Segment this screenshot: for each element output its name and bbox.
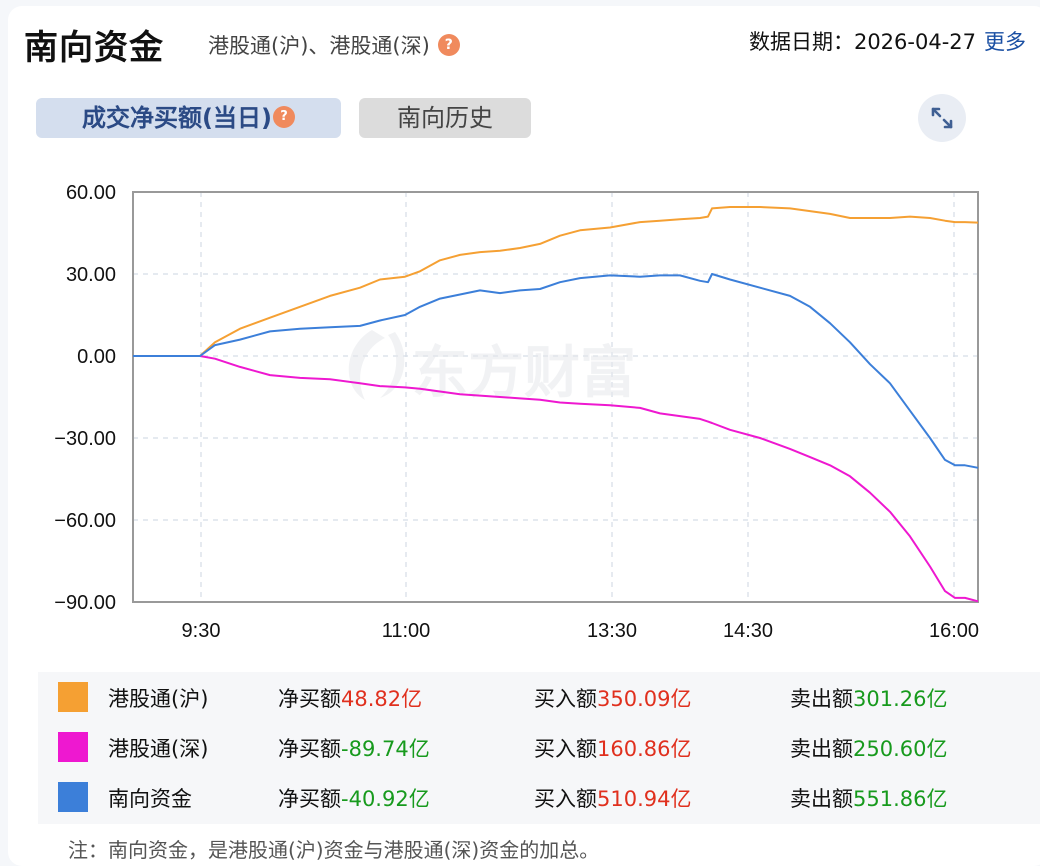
header: 南向资金 港股通(沪)、港股通(深)? 数据日期：2026-04-27 更多 — [0, 0, 1040, 80]
series-line — [133, 355, 979, 603]
y-tick-label: −60.00 — [54, 510, 116, 532]
y-tick-label: 0.00 — [77, 346, 116, 368]
net-buy: 净买额-89.74亿 — [278, 737, 430, 761]
series-line — [133, 273, 979, 469]
tab-net-buy-today[interactable]: 成交净买额(当日)? — [36, 98, 341, 138]
buy-amount: 买入额510.94亿 — [534, 787, 692, 811]
series-line — [133, 206, 979, 357]
net-buy-line-chart: 东方财富 60.00 30.00 0.00 −30.00 −60.00 −90.00 9:… — [54, 182, 980, 642]
data-date: 数据日期：2026-04-27 更多 — [749, 26, 1026, 56]
swatch-sh — [58, 682, 88, 712]
net-buy: 净买额-40.92亿 — [278, 787, 430, 811]
y-tick-label: 60.00 — [66, 182, 116, 204]
legend-row-sz: 港股通(深) 净买额-89.74亿 买入额160.86亿 卖出额250.60亿 — [38, 722, 1040, 772]
x-tick-label: 16:00 — [929, 620, 979, 642]
subtitle: 港股通(沪)、港股通(深)? — [208, 30, 460, 60]
x-tick-label: 9:30 — [182, 620, 221, 642]
date-value: 2026-04-27 — [853, 30, 976, 54]
series-name: 港股通(沪) — [108, 687, 209, 711]
footnote: 注：南向资金，是港股通(沪)资金与港股通(深)资金的加总。 — [68, 838, 600, 862]
page-title: 南向资金 — [24, 28, 164, 68]
y-tick-label: −90.00 — [54, 592, 116, 614]
series-name: 南向资金 — [108, 787, 192, 811]
expand-button[interactable] — [918, 94, 966, 142]
subtitle-text: 港股通(沪)、港股通(深) — [208, 34, 430, 58]
plot-frame — [132, 191, 979, 603]
sell-amount: 卖出额551.86亿 — [790, 787, 948, 811]
legend-row-south: 南向资金 净买额-40.92亿 买入额510.94亿 卖出额551.86亿 — [38, 772, 1040, 822]
swatch-south — [58, 782, 88, 812]
tab-label: 成交净买额(当日) — [82, 104, 272, 132]
legend-row-sh: 港股通(沪) 净买额48.82亿 买入额350.09亿 卖出额301.26亿 — [38, 672, 1040, 722]
x-axis-labels: 9:30 11:00 13:30 14:30 16:00 — [182, 620, 980, 642]
help-icon[interactable]: ? — [272, 106, 295, 128]
net-buy: 净买额48.82亿 — [278, 687, 423, 711]
help-icon[interactable]: ? — [437, 34, 460, 56]
chart-axes — [132, 191, 979, 603]
chart-grid — [133, 192, 978, 602]
tab-label: 南向历史 — [397, 104, 493, 132]
buy-amount: 买入额350.09亿 — [534, 687, 692, 711]
expand-arrows-icon — [931, 107, 953, 129]
legend-table: 港股通(沪) 净买额48.82亿 买入额350.09亿 卖出额301.26亿 港… — [38, 672, 1040, 824]
date-label: 数据日期： — [748, 30, 854, 54]
series-name: 港股通(深) — [108, 737, 209, 761]
watermark-logo: 东方财富 — [348, 330, 636, 406]
y-axis-labels: 60.00 30.00 0.00 −30.00 −60.00 −90.00 — [54, 182, 116, 614]
tab-south-history[interactable]: 南向历史 — [359, 98, 531, 138]
y-tick-label: 30.00 — [66, 264, 116, 286]
sell-amount: 卖出额301.26亿 — [790, 687, 948, 711]
swatch-sz — [58, 732, 88, 762]
more-link[interactable]: 更多 — [984, 30, 1026, 54]
watermark-text: 东方财富 — [412, 341, 636, 406]
x-tick-label: 11:00 — [382, 620, 431, 642]
y-tick-label: −30.00 — [54, 428, 116, 450]
x-tick-label: 13:30 — [587, 620, 637, 642]
buy-amount: 买入额160.86亿 — [534, 737, 692, 761]
x-tick-label: 14:30 — [723, 620, 773, 642]
sell-amount: 卖出额250.60亿 — [790, 737, 948, 761]
chart-lines — [133, 206, 979, 603]
